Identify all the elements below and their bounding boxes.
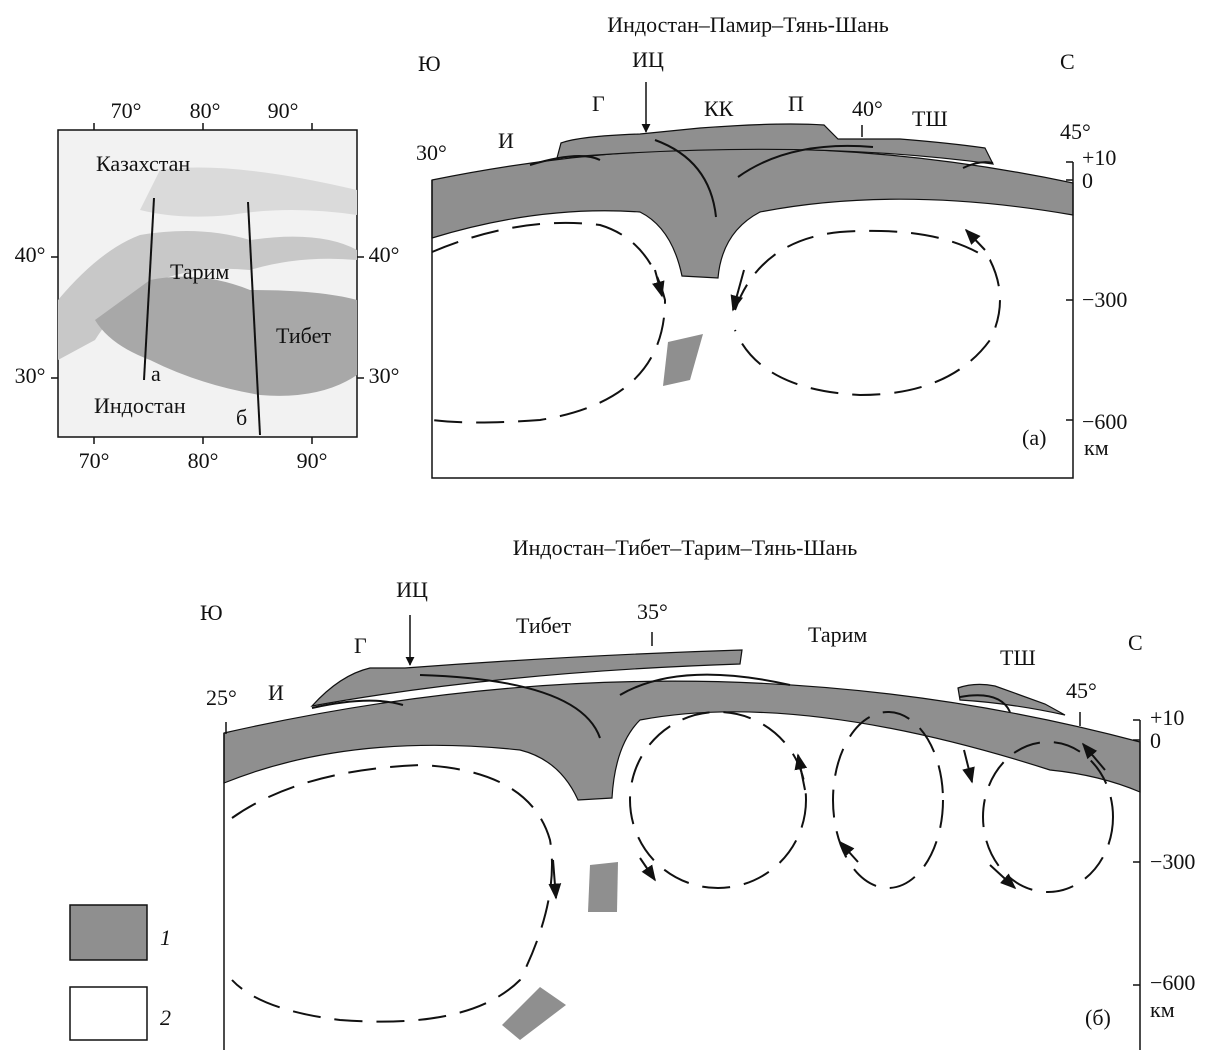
map-tick-label: 80° [188,448,219,473]
convection-cell [432,223,665,423]
map-tick-label: 40° [369,242,400,267]
depth-label: +10 [1150,705,1184,730]
legend: 1 2 [70,905,171,1040]
section-label: Г [354,633,367,658]
convection-cell [735,231,1000,395]
map-tick-label: 70° [79,448,110,473]
depth-label: 0 [1150,728,1161,753]
map-tick-label: 90° [297,448,328,473]
detached-slab [588,862,618,912]
map-tick-label: 40° [15,242,46,267]
section-label: ИЦ [632,47,664,72]
section-label: Тибет [516,613,571,638]
figure: 70° 80° 90° 70° 80° 90° 40° 30° 40° 30° … [0,0,1211,1050]
map: 70° 80° 90° 70° 80° 90° 40° 30° 40° 30° … [15,98,400,473]
map-tick-label: 30° [15,363,46,388]
legend-label: 2 [160,1005,171,1030]
section-label: 45° [1066,678,1097,703]
depth-unit: км [1084,435,1109,460]
legend-label: 1 [160,925,171,950]
section-label: Г [592,91,605,116]
map-label: б [236,405,247,430]
section-title: Индостан–Памир–Тянь-Шань [607,12,889,37]
depth-label: −300 [1082,287,1127,312]
section-label: ТШ [912,106,948,131]
detached-slab [502,987,566,1040]
convection-cell [833,712,943,888]
map-label: Казахстан [96,151,190,176]
section-label: 40° [852,96,883,121]
depth-label: −600 [1082,409,1127,434]
flow-arrow [990,865,1015,888]
map-tick-label: 90° [268,98,299,123]
depth-unit: км [1150,997,1175,1022]
panel-label: (б) [1085,1005,1111,1030]
depth-label: +10 [1082,145,1116,170]
section-label: 35° [637,599,668,624]
map-label: Индостан [94,393,186,418]
section-label: КК [704,96,734,121]
depth-label: −600 [1150,970,1195,995]
convection-cell [232,765,552,1022]
section-b: Индостан–Тибет–Тарим–Тянь-Шань Ю ИЦ Тибе… [200,535,1195,1050]
section-a: Индостан–Памир–Тянь-Шань Ю ИЦ С Г КК П 4… [416,12,1127,478]
map-label: Тибет [276,323,331,348]
section-label: Ю [200,600,223,625]
section-label: И [498,128,514,153]
depth-label: −300 [1150,849,1195,874]
section-title: Индостан–Тибет–Тарим–Тянь-Шань [513,535,858,560]
section-label: ИЦ [396,577,428,602]
flow-arrow [964,750,972,782]
section-label: 25° [206,685,237,710]
section-label: ТШ [1000,645,1036,670]
legend-swatch [70,905,147,960]
flow-arrow [640,858,655,880]
map-tick-label: 30° [369,363,400,388]
detached-slab [663,334,703,386]
flow-arrow [733,270,744,310]
flow-arrow [798,755,805,790]
section-label: 45° [1060,119,1091,144]
section-label: С [1128,630,1143,655]
section-label: Тарим [808,622,867,647]
flow-arrow [553,860,556,898]
section-label: Ю [418,51,441,76]
flow-arrow [655,270,662,296]
section-label: И [268,680,284,705]
section-label: 30° [416,140,447,165]
section-label: П [788,91,804,116]
legend-swatch [70,987,147,1040]
map-tick-label: 70° [111,98,142,123]
map-label: а [151,361,161,386]
panel-label: (а) [1022,425,1046,450]
convection-cell [630,712,806,888]
map-label: Тарим [170,259,229,284]
map-tick-label: 80° [190,98,221,123]
section-label: С [1060,49,1075,74]
depth-label: 0 [1082,168,1093,193]
